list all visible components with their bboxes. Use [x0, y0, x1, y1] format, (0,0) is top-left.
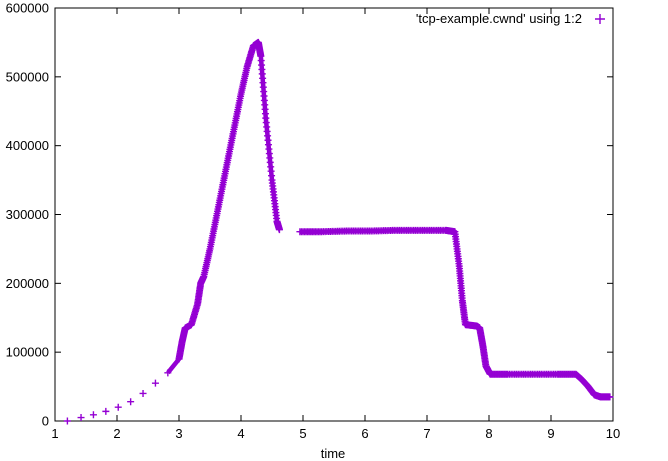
plot-frame [54, 7, 614, 422]
x-tick-label: 4 [237, 426, 244, 441]
data-point [139, 389, 147, 397]
x-tick-label: 6 [361, 426, 368, 441]
data-point [77, 414, 85, 422]
legend-marker [595, 14, 605, 24]
series-line [299, 228, 610, 400]
y-tick-label: 100000 [6, 345, 49, 360]
legend: 'tcp-example.cwnd' using 1:2 [416, 11, 605, 26]
x-tick-label: 3 [175, 426, 182, 441]
data-point [102, 407, 110, 415]
x-tick-label: 10 [606, 426, 620, 441]
y-tick-label: 300000 [6, 207, 49, 222]
data-point [127, 398, 135, 406]
data-point [63, 417, 71, 425]
y-tick-label: 600000 [6, 1, 49, 16]
x-tick-label: 8 [485, 426, 492, 441]
series-line [166, 40, 282, 375]
axis-ticks: 1 2 3 4 5 6 7 8 9 10 0 100000 200000 300000 400000 5000… [6, 1, 621, 442]
x-axis-label: time [321, 446, 346, 461]
series-points [63, 38, 614, 425]
legend-label: 'tcp-example.cwnd' using 1:2 [416, 11, 582, 26]
y-tick-label: 200000 [6, 276, 49, 291]
y-tick-label: 500000 [6, 69, 49, 84]
x-tick-label: 7 [423, 426, 430, 441]
y-tick-label: 400000 [6, 138, 49, 153]
x-tick-label: 9 [547, 426, 554, 441]
x-tick-label: 1 [51, 426, 58, 441]
data-point [89, 411, 97, 419]
data-point [114, 403, 122, 411]
x-tick-label: 2 [113, 426, 120, 441]
plot-axes [54, 7, 614, 422]
data-series [63, 38, 614, 425]
data-point [151, 379, 159, 387]
x-tick-label: 5 [299, 426, 306, 441]
y-tick-label: 0 [42, 414, 49, 429]
